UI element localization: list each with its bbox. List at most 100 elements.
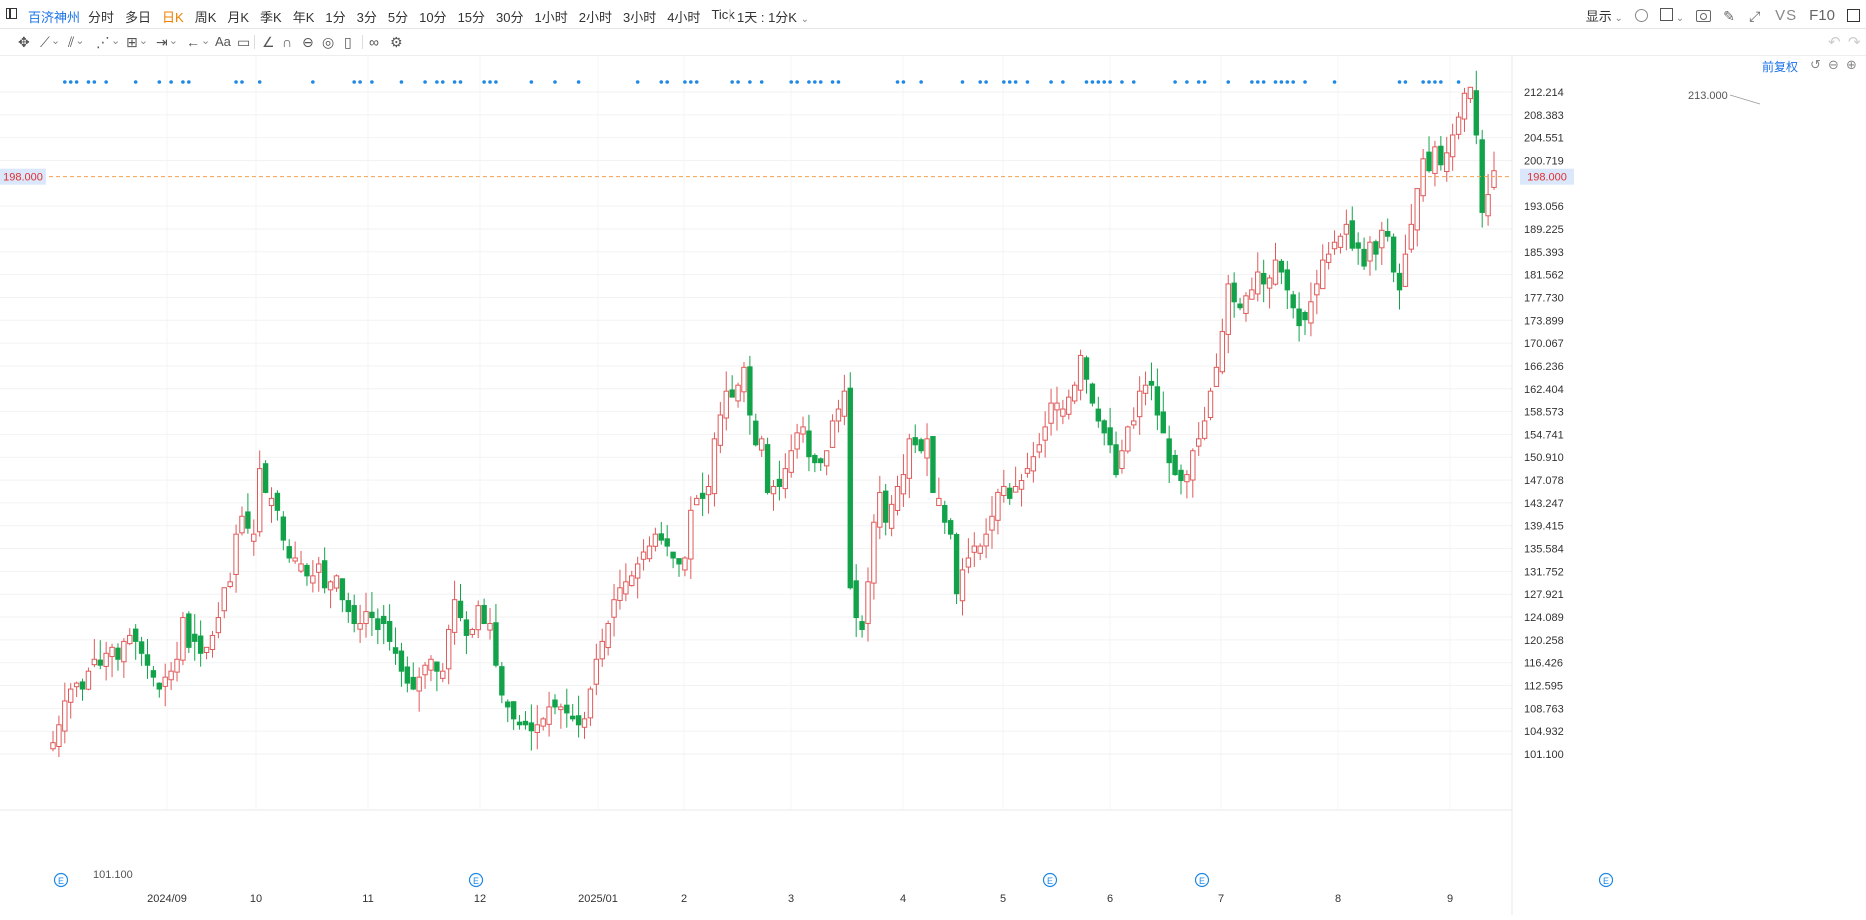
candle-body[interactable]	[1107, 427, 1113, 446]
candle-body[interactable]	[1243, 295, 1249, 314]
magnet-icon[interactable]: ∩	[282, 34, 293, 50]
event-dot[interactable]	[370, 80, 374, 84]
candle-body[interactable]	[481, 605, 487, 625]
candle-body[interactable]	[930, 436, 936, 493]
event-dot[interactable]	[169, 80, 173, 84]
candle-body[interactable]	[1373, 241, 1379, 255]
candle-body[interactable]	[1426, 151, 1432, 172]
candle-body[interactable]	[1402, 253, 1409, 287]
candle-body[interactable]	[1296, 308, 1302, 327]
event-dot[interactable]	[1456, 80, 1461, 84]
candle-body[interactable]	[1461, 92, 1468, 120]
event-dot[interactable]	[1255, 80, 1260, 84]
candle-body[interactable]	[1219, 331, 1226, 373]
event-dot[interactable]	[836, 80, 841, 84]
candle-body[interactable]	[989, 515, 995, 531]
candle-body[interactable]	[1172, 454, 1178, 476]
vs-button[interactable]: VS	[1775, 7, 1798, 24]
candle-body[interactable]	[741, 366, 747, 393]
candle-body[interactable]	[127, 634, 133, 645]
candle-body[interactable]	[894, 485, 901, 511]
candle-body[interactable]	[73, 682, 80, 688]
event-dot[interactable]	[830, 80, 835, 84]
period-tab[interactable]: 2小时	[578, 10, 612, 25]
candle-body[interactable]	[528, 722, 535, 732]
candle-body[interactable]	[369, 611, 375, 619]
stock-name[interactable]: 百济神州	[28, 10, 81, 25]
candle-body[interactable]	[936, 497, 942, 507]
event-dot[interactable]	[187, 80, 191, 84]
candle-body[interactable]	[593, 658, 600, 685]
candle-body[interactable]	[888, 503, 895, 529]
candle-body[interactable]	[806, 430, 812, 458]
candle-body[interactable]	[1213, 366, 1220, 387]
event-dot[interactable]	[1421, 80, 1425, 84]
candle-body[interactable]	[629, 575, 635, 587]
candle-body[interactable]	[1314, 283, 1320, 296]
range-icon[interactable]: ⇥	[156, 34, 178, 52]
candle-body[interactable]	[729, 389, 735, 398]
candle-body[interactable]	[1444, 152, 1450, 173]
candle-body[interactable]	[1071, 384, 1078, 402]
candle-body[interactable]	[1083, 357, 1090, 380]
candle-body[interactable]	[670, 551, 676, 559]
event-dot[interactable]	[978, 80, 983, 84]
earnings-marker[interactable]	[1194, 872, 1210, 888]
candle-body[interactable]	[924, 438, 930, 459]
link-icon[interactable]: ∞	[369, 34, 379, 50]
candle-body[interactable]	[971, 545, 977, 553]
event-dot[interactable]	[63, 80, 67, 84]
candle-body[interactable]	[209, 634, 216, 650]
event-dot[interactable]	[1025, 80, 1030, 84]
candle-body[interactable]	[959, 569, 966, 602]
period-tab[interactable]: 5分	[387, 10, 409, 25]
candle-body[interactable]	[1119, 450, 1125, 469]
candle-body[interactable]	[1455, 116, 1462, 135]
candle-body[interactable]	[97, 659, 103, 666]
candle-body[interactable]	[1408, 223, 1415, 250]
period-tab[interactable]: 1小时	[534, 10, 568, 25]
candle-body[interactable]	[440, 670, 446, 679]
candle-body[interactable]	[1113, 444, 1119, 476]
candle-body[interactable]	[186, 613, 192, 648]
candle-body[interactable]	[1290, 294, 1296, 309]
candle-body[interactable]	[623, 581, 629, 595]
candle-body[interactable]	[203, 646, 210, 653]
candle-body[interactable]	[1343, 223, 1350, 235]
candle-body[interactable]	[1237, 303, 1243, 309]
event-dot[interactable]	[529, 80, 534, 84]
candle-body[interactable]	[1414, 188, 1420, 231]
event-dot[interactable]	[1279, 80, 1284, 84]
candle-body[interactable]	[794, 432, 800, 450]
candle-body[interactable]	[357, 623, 363, 630]
candle-body[interactable]	[339, 578, 346, 601]
candle-body[interactable]	[1396, 272, 1403, 291]
candle-body[interactable]	[753, 420, 759, 446]
candle-body[interactable]	[558, 706, 564, 711]
earnings-marker[interactable]	[468, 872, 484, 888]
event-dot[interactable]	[181, 80, 185, 84]
candle-body[interactable]	[847, 387, 853, 589]
candle-body[interactable]	[953, 534, 960, 595]
period-tab[interactable]: 3分	[356, 10, 377, 25]
candle-body[interactable]	[1125, 426, 1131, 452]
candle-body[interactable]	[912, 437, 918, 446]
event-dot[interactable]	[759, 80, 764, 84]
period-tab[interactable]: 多日	[125, 10, 152, 25]
event-dot[interactable]	[901, 80, 906, 84]
event-dot[interactable]	[553, 80, 557, 84]
candle-body[interactable]	[599, 640, 605, 660]
period-tab[interactable]: 月K	[227, 10, 250, 25]
period-select[interactable]: 1天 : 1分K ⌄	[729, 7, 809, 26]
candle-body[interactable]	[646, 545, 653, 560]
trash-icon[interactable]: ▯	[344, 34, 352, 50]
candle-body[interactable]	[1060, 408, 1066, 417]
candle-body[interactable]	[546, 706, 552, 725]
event-dot[interactable]	[1049, 80, 1053, 84]
event-dot[interactable]	[358, 80, 362, 84]
measure-icon[interactable]: ⊞	[126, 34, 148, 52]
candle-body[interactable]	[1007, 487, 1013, 499]
candle-body[interactable]	[1154, 386, 1161, 416]
candle-body[interactable]	[1095, 408, 1102, 422]
event-dot[interactable]	[1120, 80, 1124, 84]
